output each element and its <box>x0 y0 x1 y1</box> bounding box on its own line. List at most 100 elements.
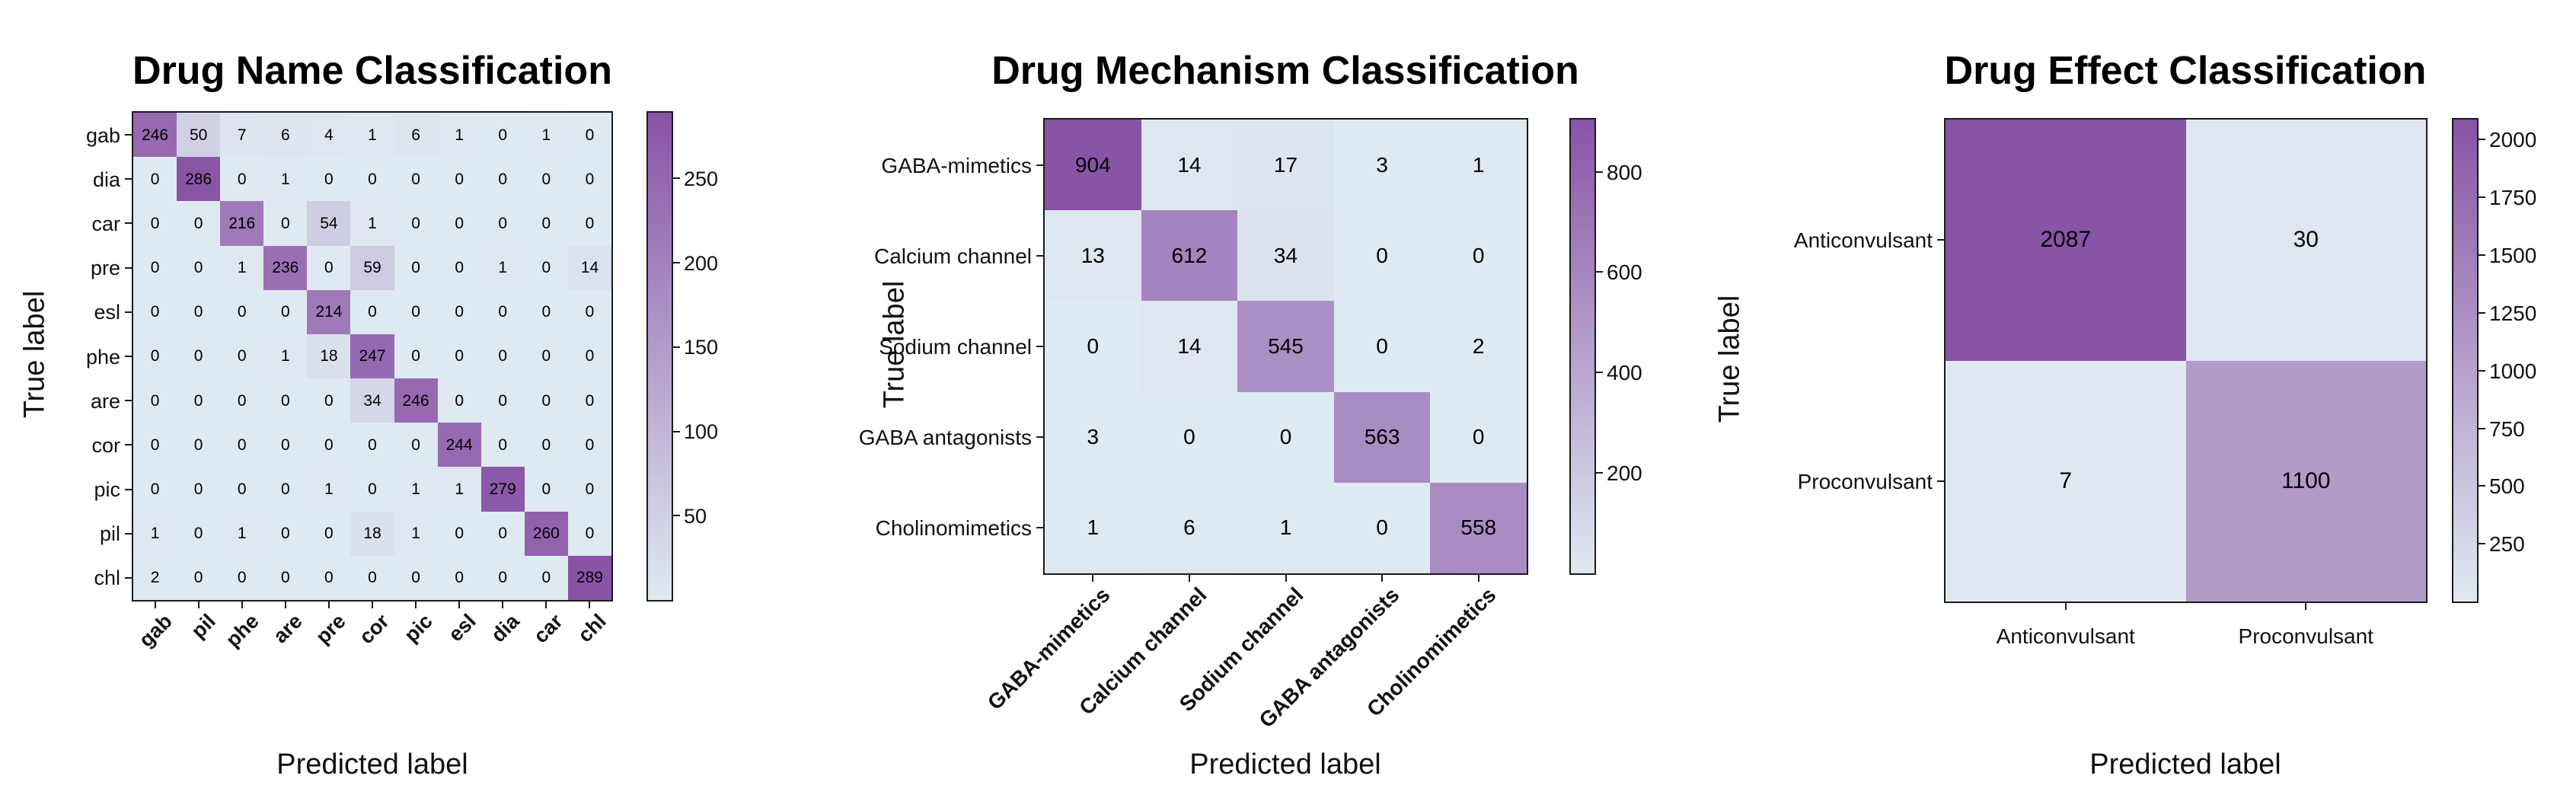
matrix-cell: 50 <box>177 113 221 158</box>
colorbar <box>1569 118 1596 575</box>
x-tick-mark <box>241 602 243 608</box>
y-tick-label: phe <box>85 345 120 369</box>
matrix-cell: 1 <box>394 467 438 512</box>
matrix-cell: 0 <box>263 378 308 423</box>
matrix-cell: 286 <box>177 157 221 202</box>
x-tick-label: are <box>268 609 307 648</box>
y-tick-mark <box>125 266 132 269</box>
matrix-cell: 0 <box>177 333 221 379</box>
matrix-cell: 0 <box>567 333 611 379</box>
matrix-cell: 0 <box>1045 301 1141 392</box>
matrix-cell: 0 <box>524 333 568 379</box>
matrix-cell: 0 <box>524 245 568 290</box>
matrix-cell: 4 <box>307 113 351 158</box>
x-tick-label: cor <box>354 609 394 649</box>
x-tick-mark <box>545 602 547 608</box>
matrix-cell: 236 <box>263 245 308 290</box>
matrix-cell: 0 <box>524 157 568 202</box>
matrix-cell: 0 <box>1333 301 1431 392</box>
matrix-cell: 0 <box>177 201 221 246</box>
colorbar-tick-mark <box>1596 171 1603 173</box>
matrix-cell: 18 <box>350 511 394 556</box>
matrix-cell: 0 <box>133 201 177 246</box>
matrix-cell: 0 <box>394 289 438 334</box>
matrix-cell: 14 <box>1141 120 1238 211</box>
matrix-cell: 1 <box>1430 120 1527 211</box>
colorbar-tick-label: 1500 <box>2489 244 2537 268</box>
matrix-cell: 14 <box>1141 301 1238 392</box>
y-tick-label: Proconvulsant <box>1797 469 1933 493</box>
matrix-cell: 0 <box>133 333 177 379</box>
colorbar <box>2452 118 2479 603</box>
matrix-cell: 0 <box>1333 210 1431 302</box>
matrix-cell: 0 <box>350 423 394 468</box>
matrix-cell: 0 <box>350 289 394 334</box>
colorbar-tick-label: 500 <box>2489 474 2525 499</box>
matrix-cell: 1 <box>394 511 438 556</box>
y-tick-mark <box>1036 436 1043 439</box>
y-tick-mark <box>125 134 132 136</box>
matrix-cell: 1 <box>220 245 264 290</box>
matrix-cell: 558 <box>1430 482 1527 573</box>
colorbar-tick-label: 1250 <box>2489 301 2537 325</box>
matrix-cell: 0 <box>524 555 568 600</box>
matrix-cell: 1 <box>263 333 308 379</box>
y-tick-label: chl <box>94 566 120 590</box>
matrix-cell: 0 <box>177 511 221 556</box>
colorbar-tick-label: 750 <box>2489 416 2525 441</box>
matrix-cell: 0 <box>437 201 481 246</box>
matrix-cell: 0 <box>480 511 525 556</box>
matrix-cell: 0 <box>437 555 481 600</box>
x-tick-label: phe <box>221 609 263 652</box>
y-tick-mark <box>1937 480 1944 482</box>
y-tick-mark <box>125 444 132 446</box>
matrix-cell: 1 <box>1045 482 1141 573</box>
colorbar-tick-label: 250 <box>2489 532 2525 557</box>
x-tick-mark <box>1188 575 1190 582</box>
colorbar-tick-mark <box>1596 372 1603 374</box>
matrix-cell: 0 <box>1430 391 1527 483</box>
x-axis-label: Predicted label <box>1189 748 1381 780</box>
matrix-cell: 0 <box>567 113 611 158</box>
x-tick-mark <box>502 602 504 608</box>
matrix-cell: 0 <box>350 467 394 512</box>
matrix-cell: 0 <box>480 201 525 246</box>
x-tick-label: Sodium channel <box>1174 582 1308 716</box>
matrix-cell: 0 <box>307 245 351 290</box>
matrix-cell: 0 <box>177 289 221 334</box>
matrix-cell: 0 <box>567 467 611 512</box>
chart-title: Drug Mechanism Classification <box>991 49 1579 94</box>
x-tick-mark <box>415 602 417 608</box>
x-tick-mark <box>1477 575 1480 582</box>
matrix-cell: 3 <box>1045 391 1141 483</box>
matrix-cell: 0 <box>1333 482 1431 573</box>
y-tick-mark <box>125 400 132 402</box>
matrix-cell: 0 <box>220 378 264 423</box>
matrix-cell: 214 <box>307 289 351 334</box>
colorbar-tick-mark <box>673 515 680 517</box>
heatmap-plot: 2087 30 7 1100 <box>1944 118 2428 603</box>
x-tick-mark <box>589 602 591 608</box>
colorbar-tick-label: 1000 <box>2489 359 2537 383</box>
x-tick-label: pil <box>186 609 220 643</box>
y-tick-mark <box>1036 527 1043 529</box>
matrix-cell: 7 <box>220 113 264 158</box>
colorbar-tick-mark <box>2479 139 2485 141</box>
matrix-cell: 6 <box>394 113 438 158</box>
matrix-cell: 0 <box>307 555 351 600</box>
y-tick-label: GABA-mimetics <box>881 153 1032 177</box>
x-tick-label: car <box>529 609 568 648</box>
x-tick-mark <box>1285 575 1287 582</box>
y-tick-label: pic <box>94 478 120 502</box>
heatmap-plot: 246 50 7 6 4 1 6 1 0 1 0 0 286 0 1 0 0 0 0 0 0 0 0 0 216 0 54 1 0 0 0 0… <box>132 111 613 602</box>
colorbar-tick-label: 100 <box>684 420 719 444</box>
colorbar-tick-label: 1750 <box>2489 186 2537 210</box>
matrix-cell: 1 <box>307 467 351 512</box>
matrix-cell: 545 <box>1237 301 1334 392</box>
matrix-cell: 0 <box>480 289 525 334</box>
y-tick-label: GABA antagonists <box>858 426 1032 450</box>
matrix-cell: 0 <box>177 378 221 423</box>
y-tick-mark <box>1036 254 1043 257</box>
